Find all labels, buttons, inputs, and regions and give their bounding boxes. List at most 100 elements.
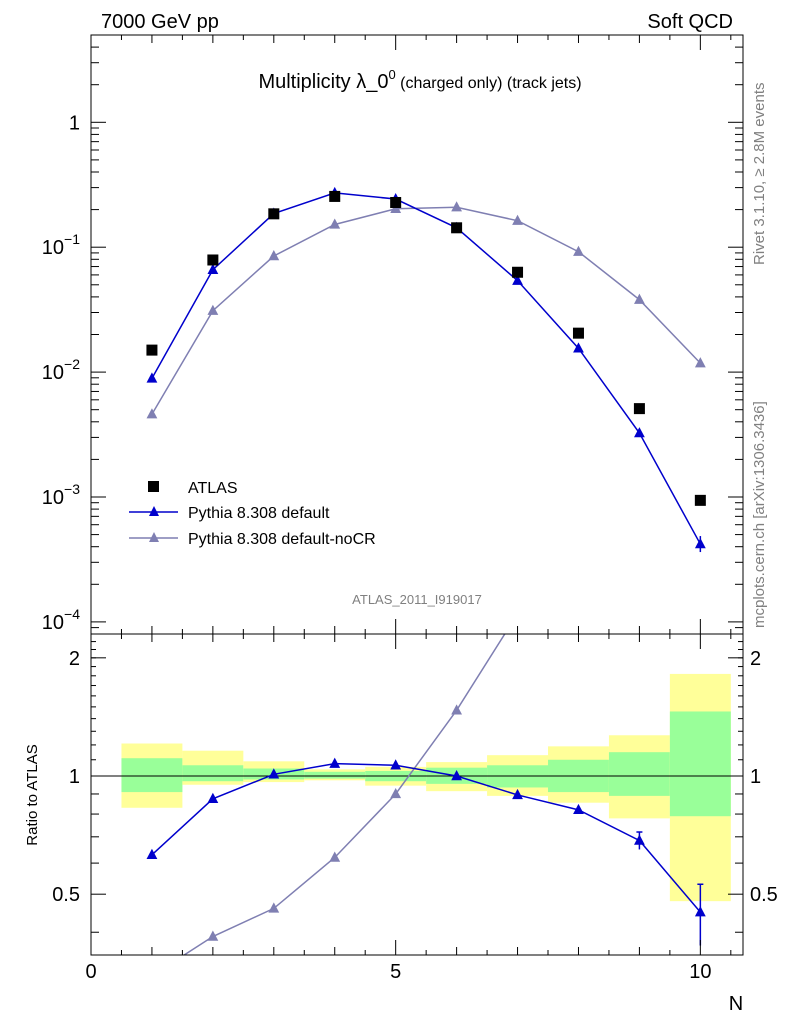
main-point-nocr: [573, 245, 584, 256]
ratio-line-default: [151, 762, 701, 913]
ratio-point-default: [573, 803, 584, 815]
x-tick-label: 5: [390, 961, 401, 983]
ratio-point-default: [207, 792, 219, 803]
ratio-point-nocr: [390, 787, 402, 799]
ratio-band-inner: [182, 765, 244, 782]
main-point-atlas: [512, 266, 524, 278]
main-point-atlas: [633, 403, 645, 415]
header-right: Soft QCD: [647, 11, 733, 33]
ratio-y-tick-label-right: 0.5: [750, 884, 778, 906]
main-plot-area: 110−110−210−310−4: [42, 34, 744, 635]
main-y-tick-base: 1: [69, 112, 80, 134]
ratio-point-nocr: [512, 608, 523, 618]
main-series: [146, 186, 706, 553]
main-point-default: [634, 427, 645, 438]
main-point-atlas: [329, 190, 341, 202]
legend-marker-atlas: [148, 481, 159, 492]
main-y-tick-base: 10: [42, 612, 64, 634]
ratio-point-nocr: [695, 338, 706, 348]
ratio-point-default: [146, 848, 158, 859]
main-y-tick-base: 10: [42, 487, 64, 509]
ratio-y-tick-label-left: 0.5: [52, 884, 80, 906]
x-tick-label: 10: [689, 961, 711, 983]
main-point-default: [573, 342, 584, 353]
main-point-atlas: [207, 254, 219, 266]
ratio-series: [146, 338, 706, 980]
header-left: 7000 GeV pp: [101, 11, 219, 33]
ratio-point-default: [329, 757, 341, 768]
title-sup: 0: [388, 67, 395, 82]
main-y-tick-label: 10−3: [42, 481, 80, 509]
legend-marker-default: [149, 506, 159, 516]
main-point-nocr: [146, 408, 158, 419]
main-y-tick-label: 10−4: [42, 606, 80, 634]
ratio-plot-area: 0.5 0.5 1 1 2 2 0 5 10: [52, 338, 778, 983]
main-point-nocr: [694, 357, 706, 368]
rivet-label: Rivet 3.1.10, ≥ 2.8M events: [751, 83, 768, 266]
ratio-point-nocr: [451, 704, 463, 715]
ratio-axis-ticks: 0.5 0.5 1 1 2 2 0 5 10: [52, 634, 778, 983]
main-y-tick-exp: −4: [64, 606, 80, 622]
main-point-nocr: [634, 293, 645, 304]
ratio-band-inner: [304, 771, 366, 779]
main-point-default: [512, 274, 523, 285]
main-axis-ticks: 110−110−210−310−4: [42, 34, 743, 635]
main-point-atlas: [451, 222, 463, 234]
ratio-ylabel: Ratio to ATLAS: [24, 744, 41, 845]
main-point-default: [207, 263, 219, 274]
title-main: Multiplicity λ_0: [258, 71, 388, 93]
ratio-band-inner: [608, 752, 670, 796]
legend-marker-nocr: [149, 532, 159, 542]
ratio-y-tick-label-left: 2: [69, 648, 80, 670]
main-point-default: [146, 372, 158, 383]
legend: ATLAS Pythia 8.308 default Pythia 8.308 …: [129, 480, 376, 548]
main-point-nocr: [512, 214, 523, 225]
legend-label-nocr: Pythia 8.308 default-noCR: [188, 531, 376, 548]
x-tick-label: 0: [85, 961, 96, 983]
main-point-atlas: [268, 208, 280, 220]
main-y-tick-exp: −2: [64, 356, 80, 372]
ratio-point-default: [268, 768, 280, 779]
ratio-bands: [121, 673, 731, 902]
analysis-id: ATLAS_2011_I919017: [352, 592, 482, 607]
ratio-band-inner: [121, 758, 183, 793]
x-axis-label: N: [729, 993, 743, 1015]
ratio-point-default: [512, 788, 523, 800]
ratio-y-tick-label-right: 2: [750, 648, 761, 670]
ratio-frame: [90, 633, 744, 956]
main-point-atlas: [390, 196, 402, 208]
mcplots-label: mcplots.cern.ch [arXiv:1306.3436]: [751, 401, 768, 628]
main-line-nocr: [151, 206, 701, 415]
ratio-point-nocr: [147, 970, 158, 980]
legend-label-default: Pythia 8.308 default: [188, 505, 330, 522]
ratio-line-nocr: [182, 634, 506, 955]
ratio-point-default: [390, 759, 402, 770]
main-y-tick-base: 10: [42, 362, 64, 384]
ratio-point-nocr: [268, 902, 280, 913]
main-y-tick-base: 10: [42, 237, 64, 259]
main-point-nocr: [268, 250, 280, 261]
legend-label-atlas: ATLAS: [188, 480, 238, 497]
main-y-tick-label: 10−1: [42, 231, 80, 259]
ratio-y-tick-label-right: 1: [750, 766, 761, 788]
main-point-atlas: [572, 327, 584, 339]
main-point-atlas: [146, 344, 158, 356]
title-small: (charged only) (track jets): [396, 75, 582, 92]
ratio-y-tick-label-left: 1: [69, 766, 80, 788]
ratio-point-nocr: [573, 514, 584, 524]
main-point-atlas: [694, 494, 706, 506]
main-y-tick-exp: −1: [64, 231, 80, 247]
main-point-nocr: [451, 201, 463, 212]
ratio-point-default: [451, 770, 463, 781]
main-y-tick-label: 10−2: [42, 356, 80, 384]
main-y-tick-label: 1: [69, 112, 80, 134]
main-point-nocr: [207, 304, 219, 315]
plot-title: Multiplicity λ_00 (charged only) (track …: [258, 67, 581, 93]
ratio-point-nocr: [207, 930, 219, 941]
ratio-band-inner: [669, 711, 731, 817]
main-line-default: [151, 192, 702, 545]
ratio-point-nocr: [329, 851, 341, 862]
main-y-tick-exp: −3: [64, 481, 80, 497]
main-point-nocr: [329, 218, 341, 229]
